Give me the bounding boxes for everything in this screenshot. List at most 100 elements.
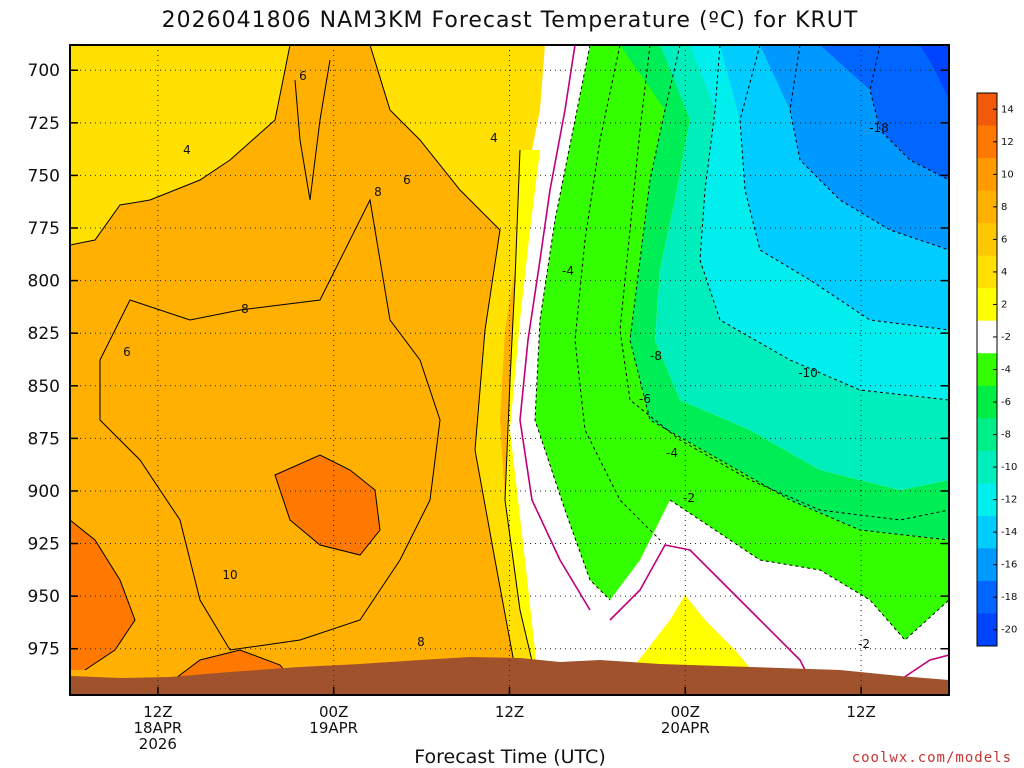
colorbar-label: 14 xyxy=(1001,104,1014,115)
band-yellow-east xyxy=(370,45,545,695)
colorbar-swatch xyxy=(977,418,997,452)
y-tick-label: 825 xyxy=(28,324,60,344)
credit-link[interactable]: coolwx.com/models xyxy=(852,750,1012,766)
colorbar-label: -12 xyxy=(1001,495,1017,506)
y-tick-label: 975 xyxy=(28,640,60,660)
colorbar-swatch xyxy=(977,385,997,419)
y-axis: 700 725 750 775 800 825 850 875 900 925 950 975 xyxy=(28,61,949,660)
band-light-blue xyxy=(720,45,949,330)
band-near-freezing xyxy=(510,45,949,695)
contour-label: 6 xyxy=(403,173,411,187)
x-tick-label: 12Z xyxy=(143,703,172,721)
colorbar-label: 4 xyxy=(1001,267,1007,278)
colorbar-label: -18 xyxy=(1001,592,1017,603)
colorbar-label: 12 xyxy=(1001,137,1014,148)
contour-label: 6 xyxy=(123,345,131,359)
colorbar-swatch xyxy=(977,548,997,582)
contour-label: -2 xyxy=(683,491,695,505)
band-yellow-topleft xyxy=(70,45,290,245)
x-tick-label: 18APR xyxy=(133,719,182,737)
colorbar-label: 10 xyxy=(1001,169,1014,180)
x-tick-label: 00Z xyxy=(319,703,348,721)
colorbar-swatch xyxy=(977,93,997,127)
colorbar: 14 12 10 8 6 4 2 -2 -4 -6 -8 -10 -12 -14 -16 -18 -20 xyxy=(976,92,1017,647)
x-tick-label: 12Z xyxy=(846,703,875,721)
band-warm-core-left xyxy=(70,520,135,670)
colorbar-label: -4 xyxy=(1001,365,1011,376)
y-tick-label: 900 xyxy=(28,482,60,502)
band-deep-blue xyxy=(820,45,949,180)
chart-title: 2026041806 NAM3KM Forecast Temperature (… xyxy=(162,8,859,33)
colorbar-swatch xyxy=(977,613,997,647)
filled-contours xyxy=(70,45,949,695)
band-warm-core-mid xyxy=(275,455,380,555)
colorbar-swatch xyxy=(977,320,997,354)
y-tick-label: 725 xyxy=(28,114,60,134)
contour-label: 6 xyxy=(299,69,307,83)
band-teal xyxy=(655,45,949,490)
band-green xyxy=(535,45,949,640)
x-tick-label: 2026 xyxy=(139,735,177,753)
x-tick-label: 20APR xyxy=(661,719,710,737)
freezing-line xyxy=(519,45,949,681)
band-cyan xyxy=(690,45,949,400)
contour-label: -4 xyxy=(666,446,678,460)
colorbar-label: -6 xyxy=(1001,397,1011,408)
colorbar-swatch xyxy=(977,255,997,289)
colorbar-swatch xyxy=(977,125,997,159)
contour-label: -18 xyxy=(869,121,889,135)
colorbar-swatch xyxy=(977,223,997,257)
colorbar-swatch xyxy=(977,288,997,322)
band-deepest-blue xyxy=(920,45,949,100)
warm-contours xyxy=(70,45,541,695)
x-tick-label: 12Z xyxy=(495,703,524,721)
contour-label: 10 xyxy=(222,568,237,582)
colorbar-label: 8 xyxy=(1001,202,1007,213)
colorbar-label: -20 xyxy=(1001,625,1017,636)
contour-label: -6 xyxy=(639,392,651,406)
x-tick-label: 00Z xyxy=(671,703,700,721)
contour-label: -10 xyxy=(798,366,818,380)
y-tick-label: 800 xyxy=(28,272,60,292)
colorbar-label: -14 xyxy=(1001,527,1017,538)
y-tick-label: 875 xyxy=(28,429,60,449)
grid xyxy=(70,45,949,695)
colorbar-swatch xyxy=(977,353,997,387)
y-tick-label: 775 xyxy=(28,219,60,239)
y-tick-label: 700 xyxy=(28,61,60,81)
y-tick-label: 750 xyxy=(28,166,60,186)
colorbar-label: 6 xyxy=(1001,234,1007,245)
colorbar-swatch xyxy=(977,580,997,614)
band-green-mid xyxy=(620,45,949,540)
colorbar-swatch xyxy=(977,515,997,549)
contour-label: 4 xyxy=(183,143,191,157)
colorbar-swatch xyxy=(977,158,997,192)
contour-label: -2 xyxy=(858,637,870,651)
colorbar-swatch xyxy=(977,450,997,484)
band-yellow-bulge xyxy=(505,150,555,695)
band-sky-blue xyxy=(760,45,949,250)
contour-label: 8 xyxy=(374,185,382,199)
colorbar-label: -8 xyxy=(1001,430,1011,441)
colorbar-swatch xyxy=(977,483,997,517)
contour-label: -4 xyxy=(562,264,574,278)
contour-label: 8 xyxy=(241,302,249,316)
contour-label: -8 xyxy=(650,349,662,363)
colorbar-swatch xyxy=(977,190,997,224)
contour-label: 8 xyxy=(417,635,425,649)
colorbar-label: -2 xyxy=(1001,332,1011,343)
contour-labels: 6 4 4 6 8 8 6 10 8 -4 -8 -10 -6 -4 -2 -18 -2 xyxy=(123,69,889,651)
y-tick-label: 925 xyxy=(28,535,60,555)
x-tick-label: 19APR xyxy=(309,719,358,737)
y-tick-label: 950 xyxy=(28,587,60,607)
colorbar-label: 2 xyxy=(1001,299,1007,310)
contour-label: 4 xyxy=(490,131,498,145)
cold-contours xyxy=(534,45,949,641)
colorbar-label: -16 xyxy=(1001,560,1017,571)
y-tick-label: 850 xyxy=(28,377,60,397)
colorbar-label: -10 xyxy=(1001,462,1017,473)
x-axis-label: Forecast Time (UTC) xyxy=(414,746,605,768)
band-orange xyxy=(70,45,540,695)
